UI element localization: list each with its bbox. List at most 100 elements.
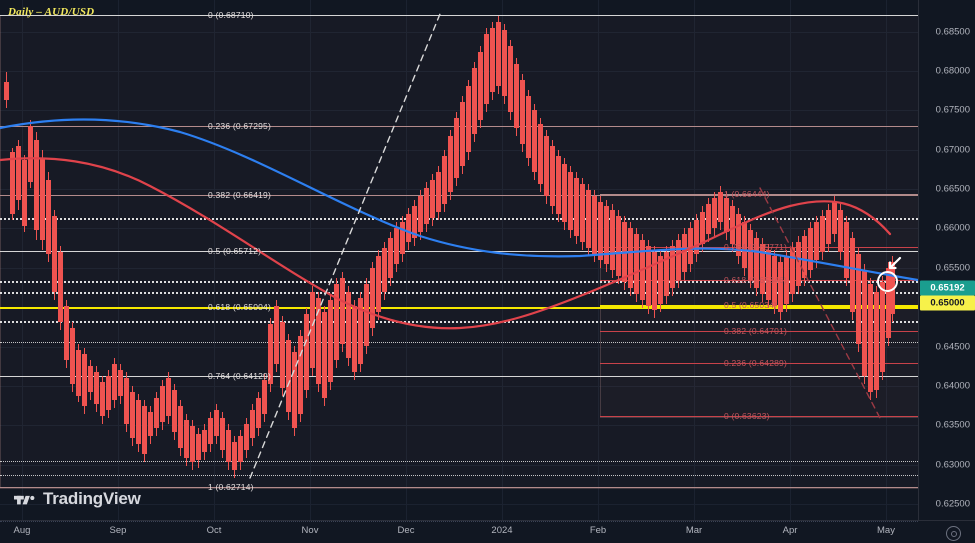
fib-line-main-0.236 [0,126,918,128]
candle-body [628,228,633,288]
candle-body [304,314,309,390]
candle-body [82,354,87,406]
ascending-trendline [249,13,441,479]
candle-body [586,190,591,248]
circle-marker [877,271,898,292]
guide-dotted-line [0,341,918,343]
candle-body [442,156,447,204]
candle-body [76,350,81,396]
candle-body [562,164,567,222]
candle-body [862,270,867,376]
candle-body [520,80,525,144]
time-axis-label: Sep [109,525,127,536]
fib-label-main-1: 1 (0.62714) [208,482,254,493]
price-badge-level[interactable]: 0.65000 [920,295,975,311]
candle-body [250,410,255,438]
candle-body [700,212,705,244]
candle-body [784,256,789,304]
candle-body [58,252,63,322]
candle-body [436,172,441,212]
time-axis-label: May [877,525,895,536]
fib-line-sec-0.236 [600,363,918,365]
overlay-lines [0,13,918,479]
candle-body [850,238,855,312]
candle-body [688,228,693,264]
fib-line-sec-0.5 [600,304,918,307]
fib-label-sec-0: 0 (0.63623) [724,410,770,421]
candle-body [880,282,885,372]
grid-line-vertical [214,0,215,520]
moving-average-slow-line [0,157,892,330]
grid-line-vertical [22,0,23,520]
grid-line-horizontal [0,386,918,388]
guide-dotted-line [0,281,918,284]
candle-body [718,192,723,222]
candle-body [646,246,651,306]
candle-body [70,328,75,384]
arrow-icon [888,256,902,270]
candle-body [796,242,801,286]
grid-line-horizontal [0,70,918,72]
candle-body [46,180,51,254]
time-axis-dotted-rule [0,521,918,522]
tradingview-watermark: TradingView [14,489,141,509]
price-axis-label: 0.64500 [935,341,970,353]
fib-label-sec-0.764: 0.764 (0.65771) [724,241,788,252]
candle-body [514,64,519,128]
candle-body [778,262,783,312]
candle-body [634,234,639,294]
grid-line-horizontal [0,31,918,33]
candle-body [478,52,483,120]
candle-body [364,284,369,346]
chart-plot-area[interactable]: 0 (0.68710) 0.236 (0.67295) 0.382 (0.66419… [0,0,918,520]
grid-line-vertical [598,0,599,520]
time-axis-label: Nov [301,525,319,536]
time-axis-label: Mar [685,525,703,536]
candle-body [232,442,237,470]
price-badge-last-price[interactable]: 0.65192 [920,280,975,296]
time-axis-label: Aug [13,525,31,536]
fib-line-main-0 [0,14,918,16]
candle-body [598,202,603,260]
candle-body [94,372,99,404]
fib-label-sec-0.618: 0.618 (0.65346) [724,275,788,285]
price-axis-label: 0.63500 [935,419,970,431]
guide-dotted-line [0,320,918,323]
price-axis-label: 0.63000 [935,459,970,471]
fib-line-sec-0.618 [600,280,918,281]
candle-body [826,210,831,244]
candle-body [706,204,711,234]
candle-body [670,246,675,288]
candle-body [184,420,189,458]
fib-label-main-0.236: 0.236 (0.67295) [208,121,272,132]
time-axis[interactable]: Aug Sep Oct Nov Dec 2024 Feb Mar Apr May [0,520,975,543]
candle-body [448,136,453,192]
candle-body [142,406,147,454]
candle-body [682,234,687,272]
candle-body [334,284,339,360]
price-axis-label: 0.68000 [935,65,970,77]
time-axis-label: 2024 [491,525,513,536]
candle-body [532,110,537,172]
price-axis[interactable]: 0.68500 0.68000 0.67500 0.67000 0.66500 0.660… [918,0,975,520]
fib-line-main-0.382 [0,195,918,197]
grid-line-horizontal [0,267,918,269]
candle-body [262,380,267,414]
clock-icon[interactable] [946,526,961,541]
price-axis-label: 0.66000 [935,222,970,234]
candle-body [10,152,15,214]
grid-line-vertical [118,0,119,520]
candle-body [118,370,123,396]
candle-body [412,206,417,238]
candle-body [868,284,873,392]
candle-body [214,410,219,436]
candle-body [616,216,621,276]
candle-body [172,390,177,432]
candle-body [568,172,573,230]
candle-body [472,68,477,134]
chart-title: Daily – AUD/USD [8,6,95,18]
candle-body [592,196,597,254]
candle-body [268,324,273,384]
candle-body [466,86,471,152]
